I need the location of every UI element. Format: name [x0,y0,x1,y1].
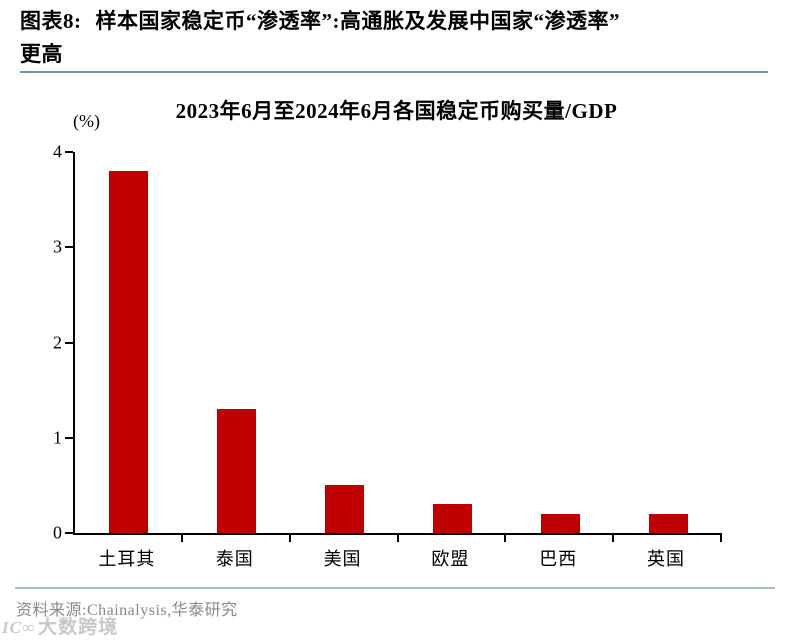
y-axis-tick-label: 3 [53,236,62,257]
x-axis-tick [288,535,291,542]
source-note: 资料来源:Chainalysis,华泰研究 [16,596,238,620]
header-divider [20,71,768,73]
watermark-logo-icon: IC∞ [2,618,36,637]
y-axis-tick-label: 4 [53,141,62,162]
y-axis-unit-label: (%) [73,111,100,131]
y-axis-tick-label: 2 [53,332,62,352]
bar-欧盟 [432,504,472,533]
x-axis-category-labels: 土耳其 泰国 美国 欧盟 巴西 英国 [73,545,720,571]
x-axis-tick [504,535,507,542]
x-axis-tick [612,535,615,542]
y-axis-tick [65,436,73,439]
footer-divider [15,587,775,589]
watermark: IC∞ 大数跨境 [2,612,118,639]
plot-area [65,151,722,542]
figure-title-line2: 更高 [20,42,63,66]
x-axis-label-土耳其: 土耳其 [98,549,156,569]
x-axis-label-英国: 英国 [647,549,686,569]
x-axis-label-欧盟: 欧盟 [431,549,470,569]
figure-number-label: 图表8: [20,9,82,33]
bar-美国 [325,485,365,533]
y-axis-tick [65,532,73,534]
bar-泰国 [217,409,257,533]
bar-英国 [648,513,688,533]
y-axis-tick [65,151,73,153]
figure-header: 图表8: 样本国家稳定币“渗透率”:高通胀及发展中国家“渗透率” 更高 [20,5,782,71]
y-axis-tick-label: 0 [53,522,62,543]
x-axis-tick [720,535,722,542]
y-axis-tick-labels: 0 1 2 3 4 [24,142,62,543]
bar-土耳其 [109,171,149,533]
x-axis-label-泰国: 泰国 [215,549,254,569]
figure-title-line1: 样本国家稳定币“渗透率”:高通胀及发展中国家“渗透率” [95,9,620,33]
bar-巴西 [540,513,580,533]
chart-title: 2023年6月至2024年6月各国稳定币购买量/GDP [175,99,618,123]
x-axis-tick [396,535,399,542]
x-axis-tick [180,535,183,542]
x-axis-label-巴西: 巴西 [539,549,578,569]
source-text: 资料来源:Chainalysis,华泰研究 [16,602,238,619]
y-axis-tick [65,246,73,249]
y-axis-tick-label: 1 [53,427,62,448]
x-axis-label-美国: 美国 [323,549,362,569]
watermark-text: 大数跨境 [38,617,119,638]
y-axis-tick [65,341,73,344]
